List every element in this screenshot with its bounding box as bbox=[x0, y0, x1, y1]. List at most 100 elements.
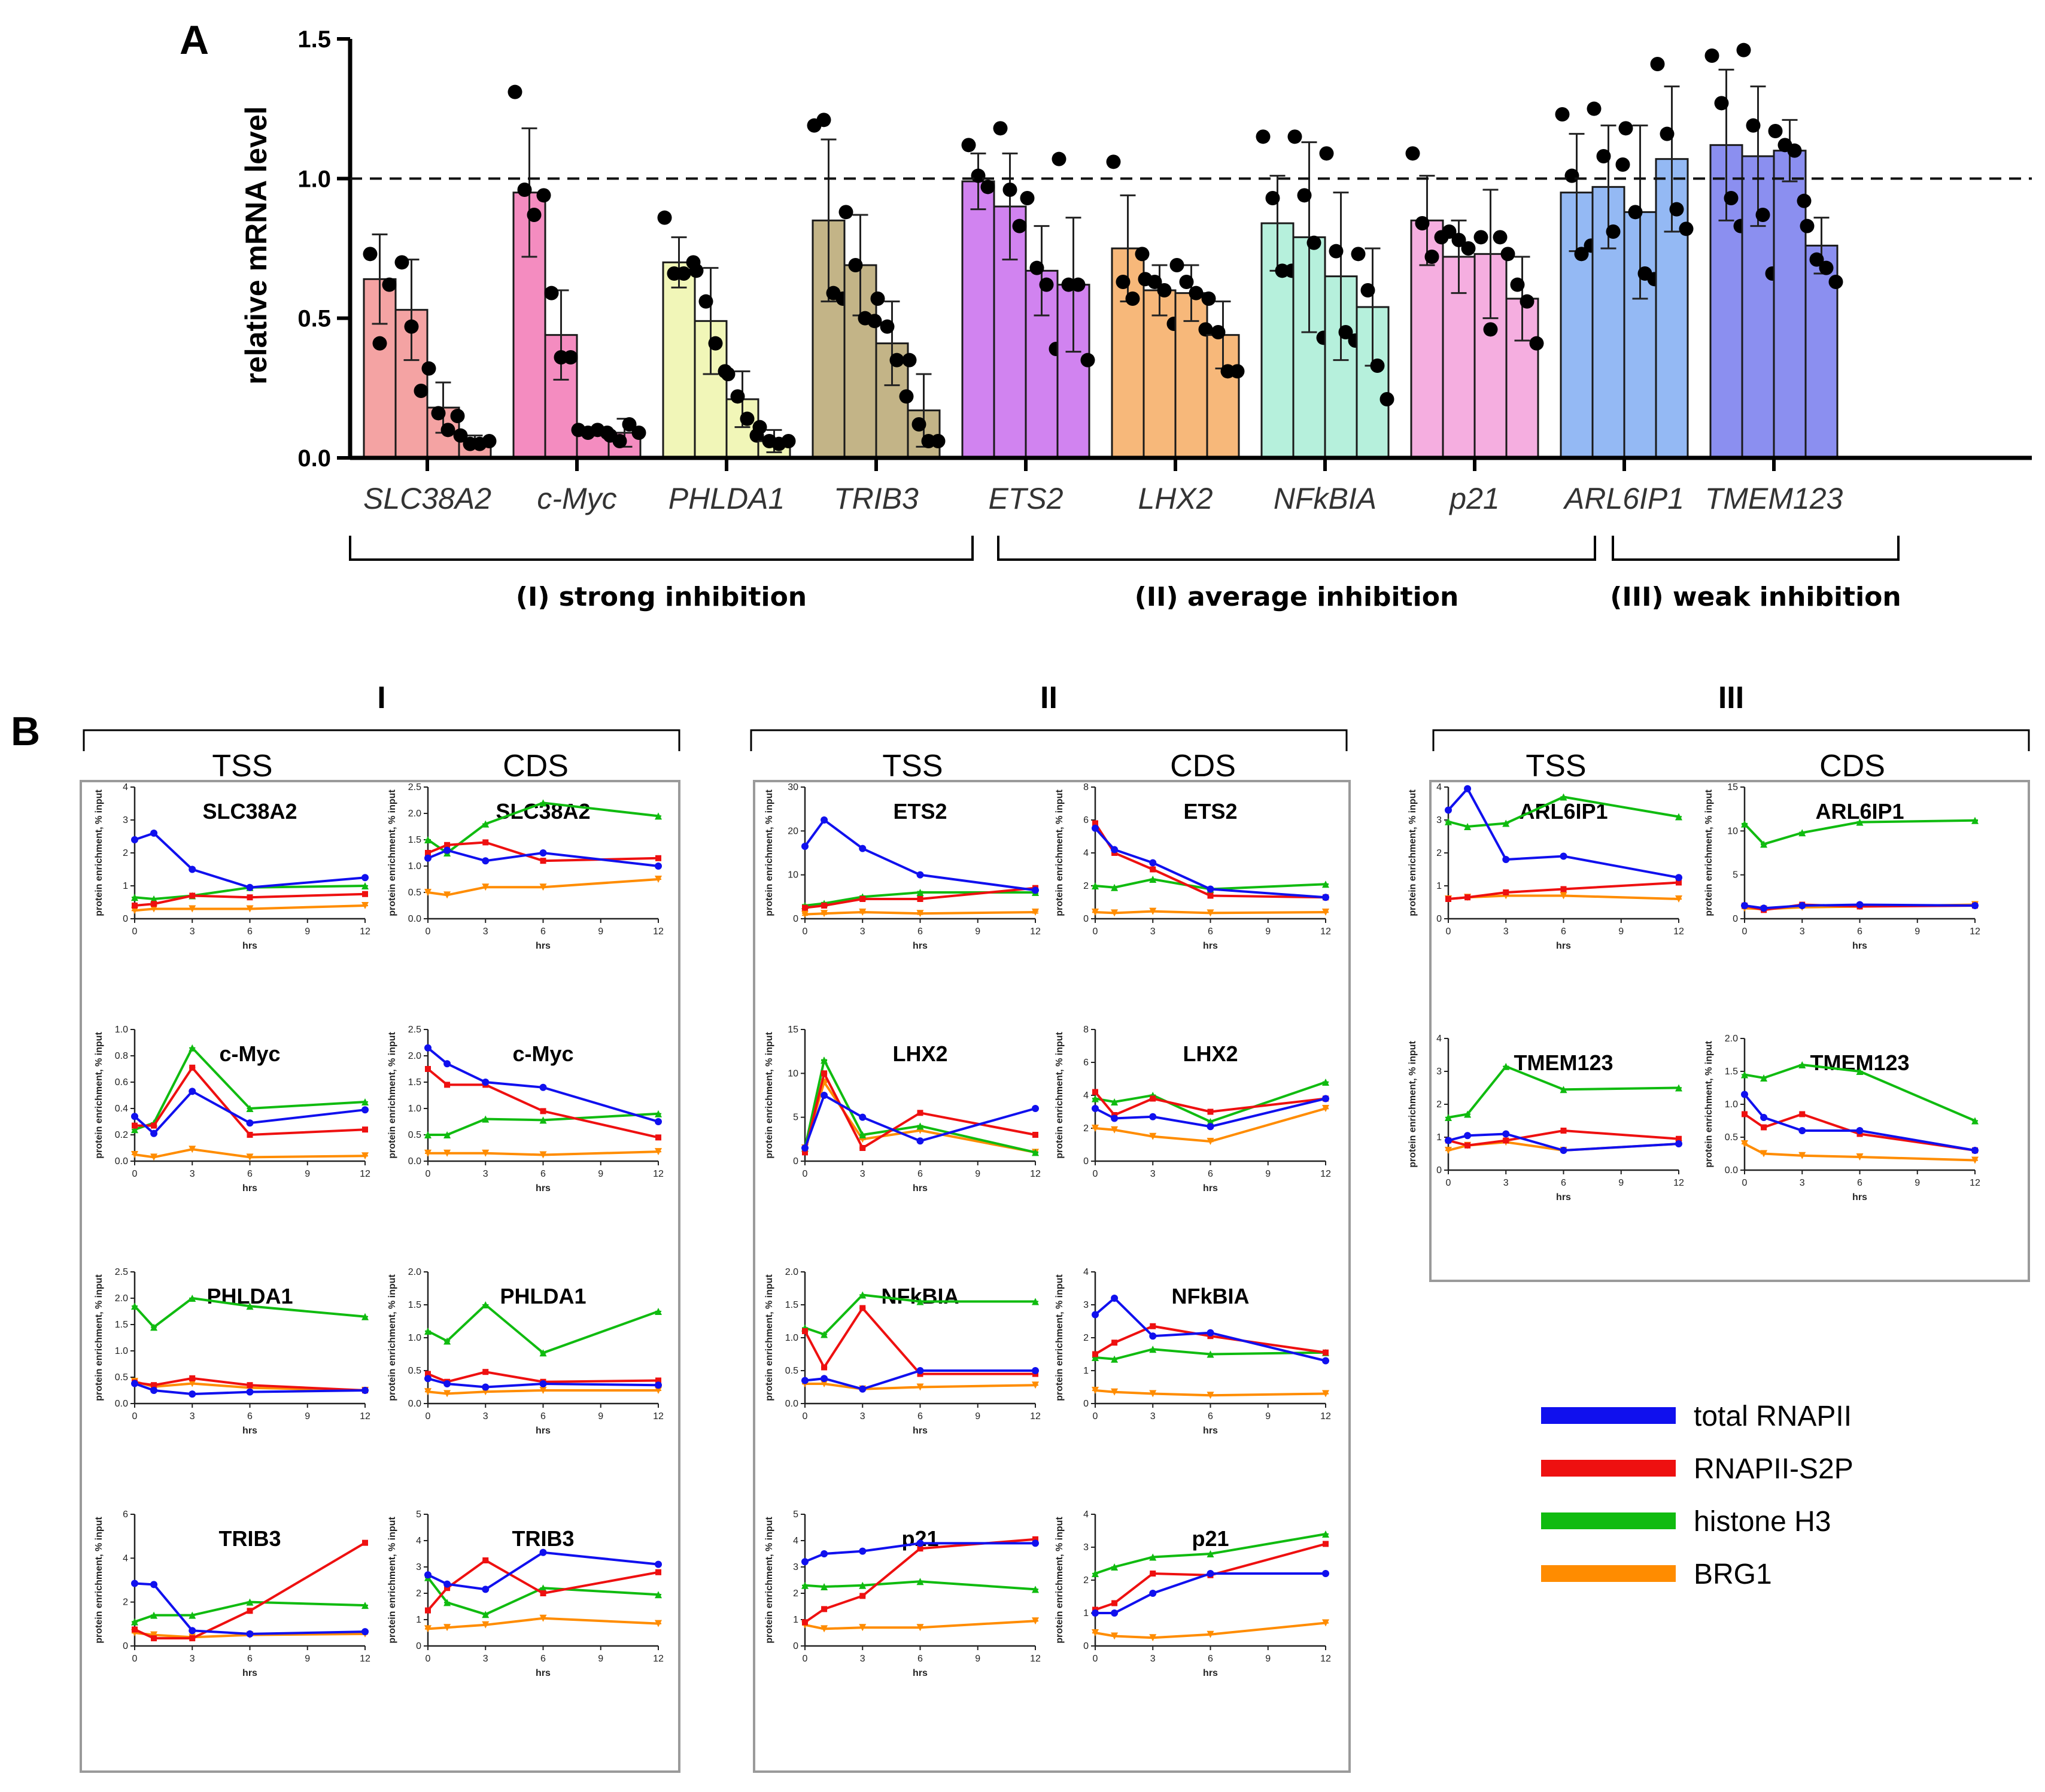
y-tick-label: 1.5 bbox=[785, 1300, 798, 1310]
data-point bbox=[1676, 879, 1682, 886]
data-point bbox=[1819, 260, 1834, 275]
data-point bbox=[150, 1129, 158, 1137]
data-point bbox=[189, 1390, 196, 1398]
series-line bbox=[134, 1541, 366, 1640]
x-tick-label: 3 bbox=[483, 1654, 488, 1664]
data-point bbox=[802, 1149, 808, 1156]
y-tick-label: 1.0 bbox=[297, 166, 331, 192]
y-tick-label: 2 bbox=[1083, 1333, 1089, 1343]
y-axis-label: relative mRNA level bbox=[239, 106, 273, 384]
data-point bbox=[1169, 258, 1184, 272]
data-point bbox=[655, 1591, 662, 1599]
y-tick-label: 4 bbox=[123, 1553, 128, 1563]
y-tick-label: 4 bbox=[123, 782, 128, 792]
data-point bbox=[1445, 1147, 1452, 1154]
y-tick-label: 4 bbox=[793, 1536, 798, 1546]
data-point bbox=[1092, 1629, 1099, 1636]
y-axis-label: protein enrichment, % input bbox=[387, 789, 397, 916]
y-tick-label: 4 bbox=[1436, 782, 1442, 792]
data-point bbox=[916, 1137, 924, 1145]
data-point bbox=[151, 1122, 157, 1129]
data-point bbox=[363, 247, 378, 262]
data-point bbox=[859, 1547, 867, 1555]
data-point bbox=[801, 1558, 809, 1566]
data-point bbox=[821, 1550, 828, 1557]
chart-title: LHX2 bbox=[892, 1041, 947, 1066]
data-point bbox=[698, 294, 713, 309]
x-tick-label: 6 bbox=[540, 927, 546, 937]
data-point bbox=[1092, 1351, 1098, 1357]
data-point bbox=[1029, 260, 1044, 275]
x-tick-label: 0 bbox=[1093, 927, 1098, 937]
group-roman-label: II bbox=[1040, 681, 1058, 715]
y-tick-label: 3 bbox=[416, 1562, 421, 1572]
x-tick-label: 6 bbox=[917, 1169, 923, 1179]
data-point bbox=[916, 1624, 924, 1632]
data-point bbox=[247, 1608, 253, 1614]
data-point bbox=[1116, 275, 1131, 289]
y-tick-label: 0.0 bbox=[785, 1399, 798, 1409]
data-point bbox=[1092, 1105, 1099, 1112]
y-tick-label: 2.0 bbox=[1725, 1034, 1738, 1044]
data-point bbox=[1564, 168, 1579, 183]
data-point bbox=[655, 855, 661, 861]
x-tick-label: 12 bbox=[360, 927, 370, 937]
data-point bbox=[131, 1580, 138, 1587]
x-tick-label: 9 bbox=[598, 1654, 603, 1664]
data-point bbox=[1338, 325, 1353, 339]
chart-title: TMEM123 bbox=[1514, 1050, 1613, 1075]
data-point bbox=[867, 314, 882, 329]
y-tick-label: 0.0 bbox=[1725, 1165, 1738, 1176]
data-point bbox=[1322, 1390, 1329, 1398]
data-point bbox=[482, 1301, 490, 1308]
y-tick-label: 0.5 bbox=[115, 1372, 128, 1383]
group-bracket bbox=[1612, 536, 1900, 561]
x-tick-label: 3 bbox=[860, 927, 865, 937]
data-point bbox=[1111, 1340, 1118, 1346]
data-point bbox=[859, 845, 867, 852]
y-tick-label: 0.5 bbox=[785, 1366, 798, 1376]
data-point bbox=[189, 1635, 196, 1642]
legend-label: histone H3 bbox=[1694, 1506, 1831, 1538]
data-point bbox=[655, 1620, 662, 1627]
y-tick-label: 4 bbox=[1083, 1091, 1089, 1101]
y-tick-label: 0.5 bbox=[297, 306, 331, 332]
data-point bbox=[189, 1295, 196, 1302]
data-point bbox=[1464, 1132, 1472, 1140]
data-point bbox=[1856, 1068, 1864, 1075]
data-point bbox=[482, 820, 490, 828]
x-tick-label: 6 bbox=[1208, 1654, 1213, 1664]
data-point bbox=[1032, 1132, 1038, 1138]
data-point bbox=[1360, 283, 1375, 297]
legend-swatch bbox=[1541, 1565, 1676, 1582]
group-bracket bbox=[1432, 729, 2030, 751]
x-tick-label: 12 bbox=[360, 1169, 370, 1179]
data-point bbox=[1755, 208, 1770, 222]
y-tick-label: 0.2 bbox=[115, 1130, 128, 1140]
x-tick-label: 0 bbox=[132, 927, 138, 937]
x-tick-label: 6 bbox=[1208, 1169, 1213, 1179]
data-point bbox=[382, 277, 397, 292]
data-point bbox=[1451, 233, 1466, 247]
x-tick-label: 9 bbox=[975, 1411, 980, 1422]
data-point bbox=[1809, 252, 1824, 267]
chart-title: LHX2 bbox=[1183, 1041, 1238, 1066]
data-point bbox=[1149, 907, 1157, 915]
y-axis-label: protein enrichment, % input bbox=[1408, 1041, 1418, 1168]
column-header: CDS bbox=[503, 749, 569, 783]
data-point bbox=[443, 1060, 451, 1068]
x-tick-label: 0 bbox=[426, 1169, 431, 1179]
y-tick-label: 1.5 bbox=[115, 1320, 128, 1330]
x-axis-label: hrs bbox=[242, 1183, 257, 1193]
y-axis-label: protein enrichment, % input bbox=[764, 1274, 774, 1401]
x-tick-label: 6 bbox=[247, 1169, 253, 1179]
data-point bbox=[1741, 1071, 1748, 1079]
y-tick-label: 1 bbox=[416, 1615, 421, 1625]
data-point bbox=[655, 862, 662, 870]
x-tick-label: 3 bbox=[483, 927, 488, 937]
group-label: (III) weak inhibition bbox=[1610, 582, 1901, 612]
